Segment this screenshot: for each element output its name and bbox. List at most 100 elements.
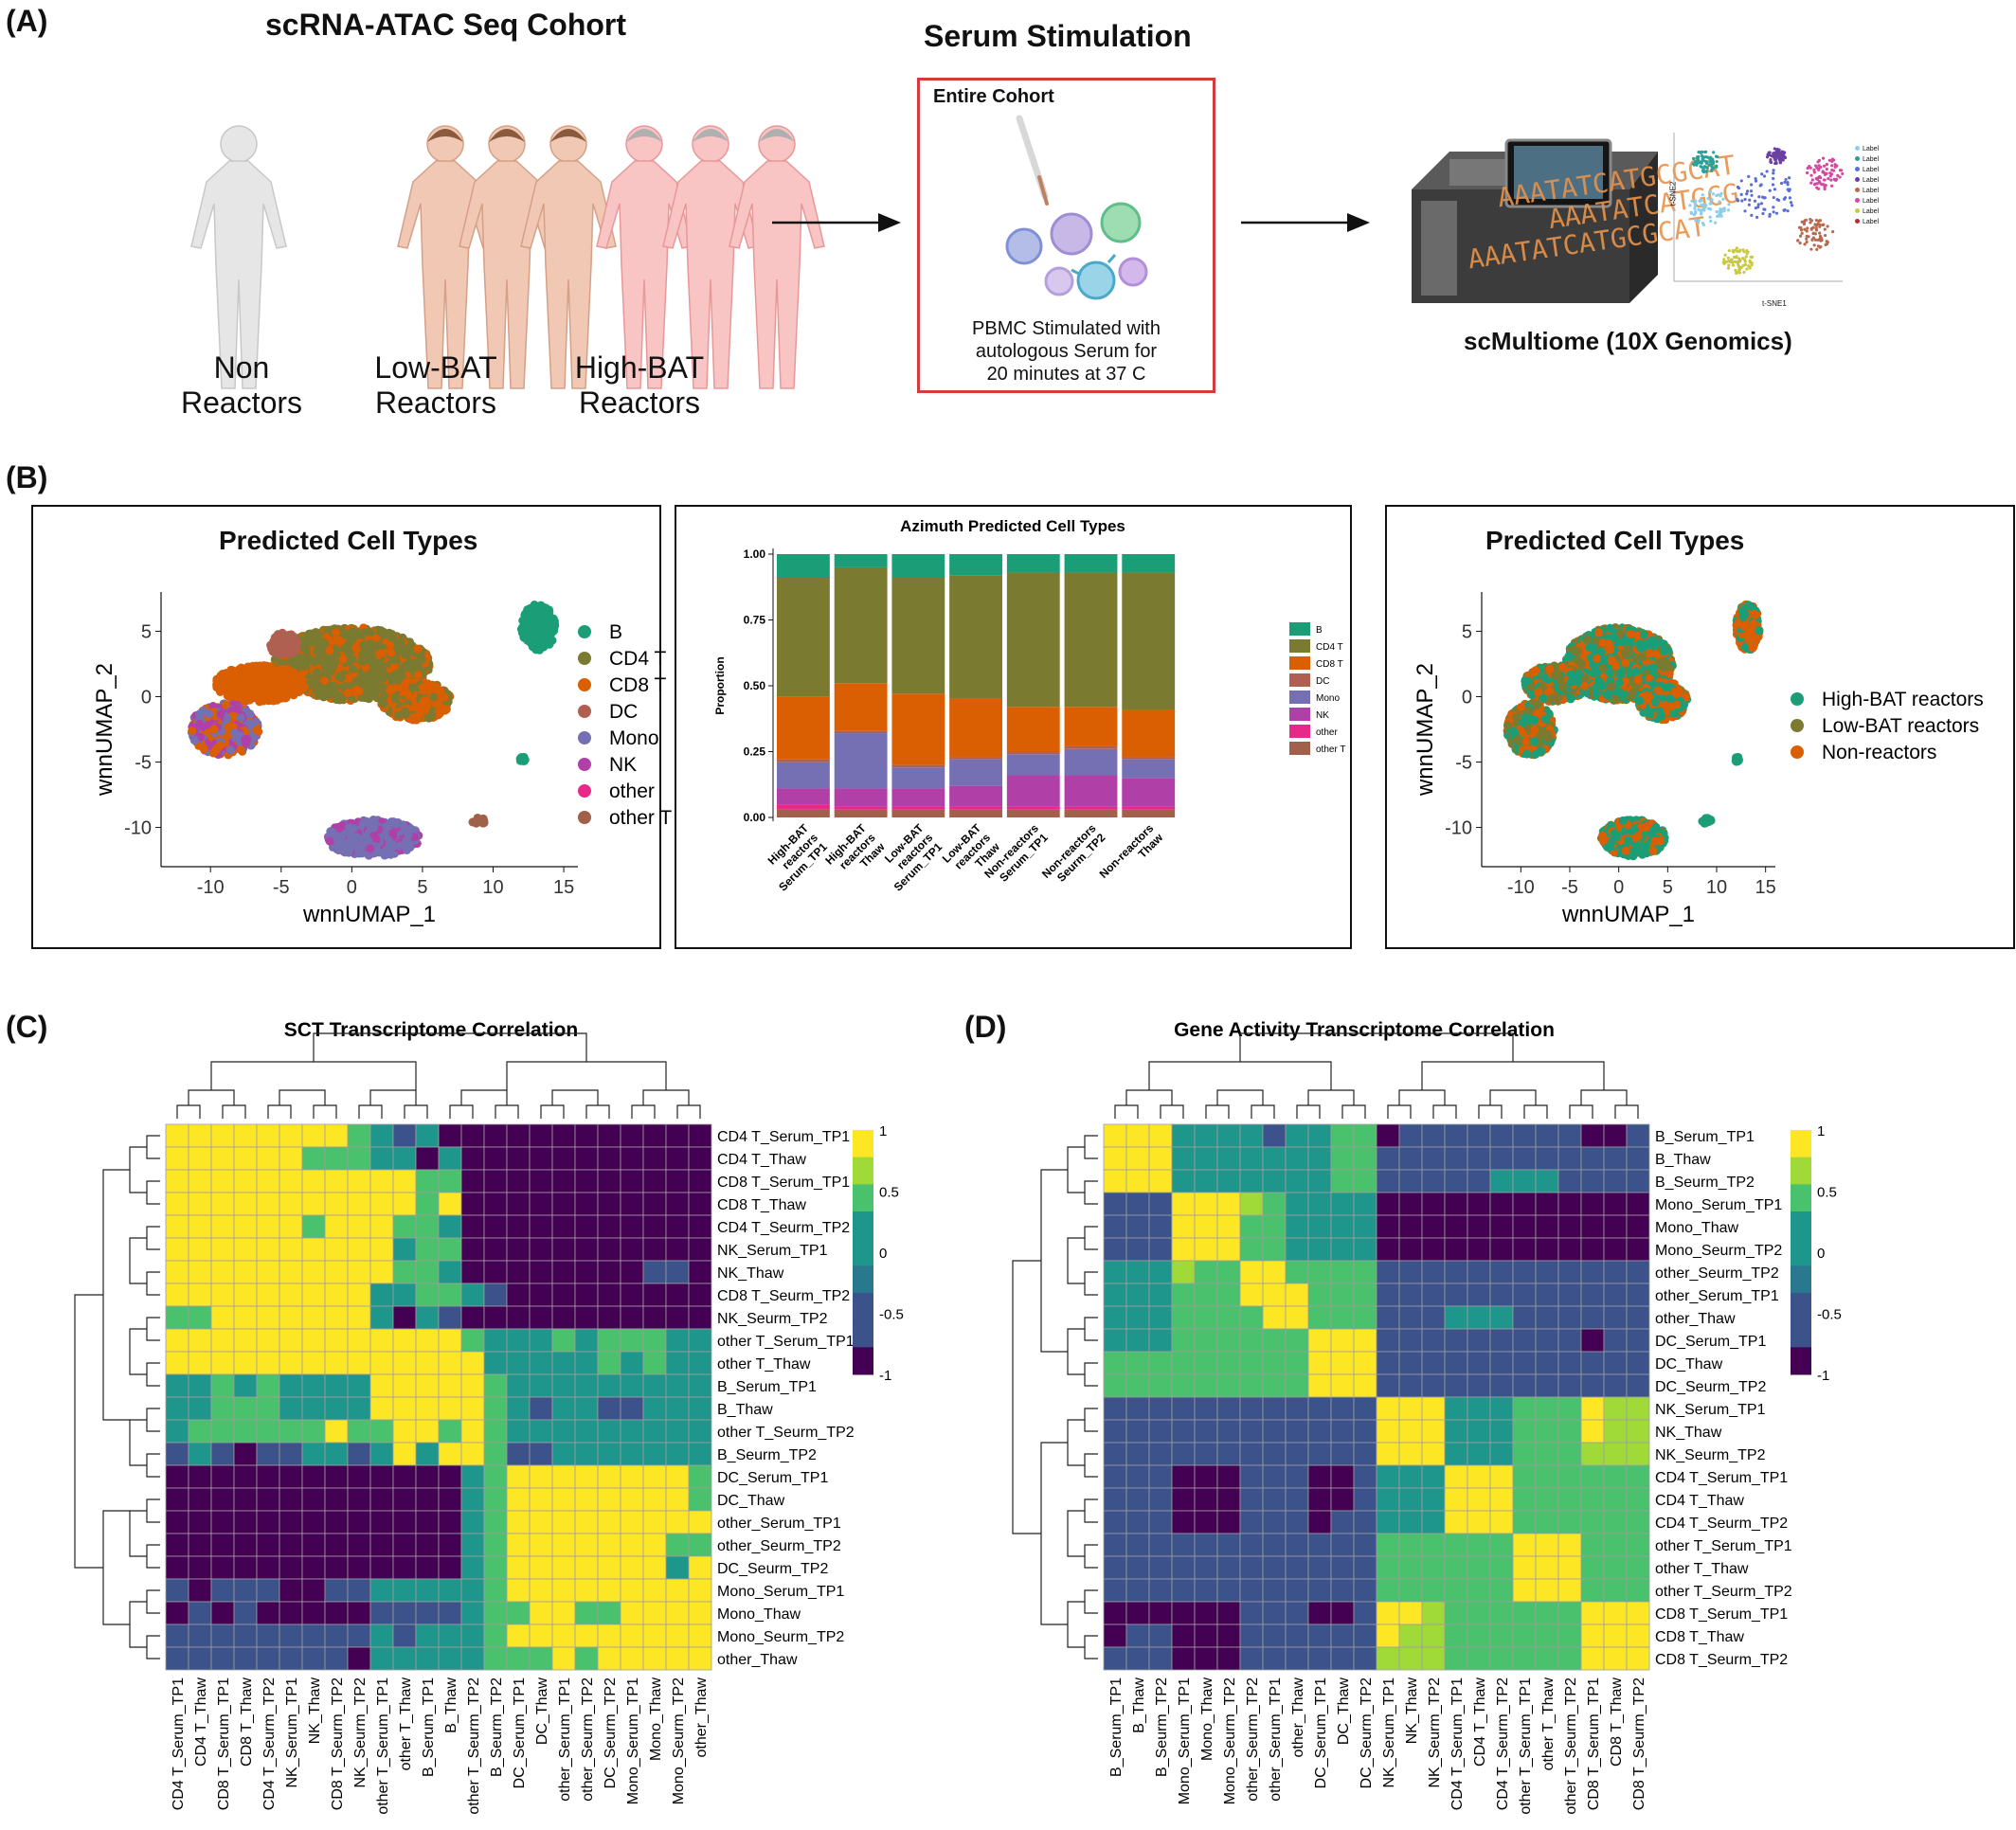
tsne-point xyxy=(1821,156,1826,160)
panel-a-letter: (A) xyxy=(6,4,48,38)
tsne-point xyxy=(1688,204,1692,207)
bar-legend-label: other T xyxy=(1316,745,1346,755)
umap-point xyxy=(408,683,418,692)
tsne-point xyxy=(1726,208,1730,212)
tsne-point xyxy=(1825,168,1828,171)
tsne-point xyxy=(1700,153,1704,158)
tsne-point xyxy=(1833,165,1837,169)
azimuth-bar-chart: Azimuth Predicted Cell TypesProportion0.… xyxy=(713,517,1346,894)
umap-point xyxy=(189,736,199,745)
bar-segment xyxy=(1064,707,1118,746)
tsne-legend-item: Label xyxy=(1855,175,1879,186)
sequencer-illustration xyxy=(1412,138,1658,303)
tsne-point xyxy=(1772,210,1775,214)
multiome-label: scMultiome (10X Genomics) xyxy=(1464,327,1792,355)
person-icon xyxy=(459,125,555,389)
umap-point xyxy=(333,837,343,847)
umap-point xyxy=(403,677,412,687)
tsne-legend-item: Label xyxy=(1855,154,1879,165)
bar-segment xyxy=(1064,554,1118,573)
x-tick-label: 10 xyxy=(482,877,503,898)
tsne-point xyxy=(1711,159,1715,163)
bar-segment xyxy=(949,575,1002,699)
tsne-point xyxy=(1772,176,1775,181)
bar-segment xyxy=(1006,775,1060,807)
tsne-legend-swatch xyxy=(1855,188,1860,192)
person-icon xyxy=(596,125,693,389)
tsne-point xyxy=(1712,166,1716,170)
umap-point xyxy=(536,601,546,610)
bar-legend-label: DC xyxy=(1316,676,1329,687)
tsne-point xyxy=(1813,238,1818,242)
tsne-legend-swatch xyxy=(1855,146,1860,151)
tsne-legend-label: Label xyxy=(1863,198,1880,205)
y-tick-label: 0 xyxy=(1462,687,1472,708)
bar-segment xyxy=(891,788,945,807)
umap-point xyxy=(308,676,317,686)
bar-legend-label: CD4 T xyxy=(1316,642,1343,653)
legend-swatch xyxy=(578,625,591,638)
y-tick-label: 5 xyxy=(1462,621,1472,642)
umap-point xyxy=(413,657,423,667)
bar-category-label: Low-BATreactorsSerum_TP1 xyxy=(873,821,945,894)
umap-point xyxy=(340,644,350,654)
umap-point xyxy=(391,672,401,681)
group-label-non-reactors: Non Reactors xyxy=(171,350,313,421)
tsne-point xyxy=(1756,203,1760,206)
umap-point xyxy=(521,609,531,619)
tsne-point xyxy=(1805,229,1809,233)
tsne-point xyxy=(1768,188,1772,192)
tsne-point xyxy=(1710,198,1714,202)
tsne-mini-plot xyxy=(1673,133,1845,282)
tsne-point xyxy=(1769,160,1773,164)
legend-label: NK xyxy=(609,754,637,776)
umap-point xyxy=(379,699,388,709)
umap-point xyxy=(315,653,324,662)
tsne-point xyxy=(1805,234,1809,238)
tsne-point xyxy=(1783,155,1787,159)
tsne-point xyxy=(1812,243,1816,247)
y-tick-label: 0 xyxy=(141,687,152,708)
umap-point xyxy=(362,818,371,828)
legend-swatch xyxy=(578,731,591,745)
umap-point xyxy=(319,676,329,686)
tsne-point xyxy=(1709,155,1713,159)
tsne-point xyxy=(1734,268,1737,272)
tsne-point xyxy=(1823,233,1827,238)
tsne-point xyxy=(1703,150,1707,154)
umap-point xyxy=(195,719,205,728)
x-tick-label: 0 xyxy=(347,877,357,898)
umap-point xyxy=(338,655,348,664)
tsne-point xyxy=(1736,185,1740,189)
umap-point xyxy=(285,670,295,679)
bar-y-axis-label: Proportion xyxy=(713,656,727,714)
tsne-point xyxy=(1737,271,1742,275)
y-tick-label: -10 xyxy=(1445,818,1472,839)
tsne-point xyxy=(1736,197,1739,202)
tsne-point xyxy=(1727,263,1731,267)
tsne-point xyxy=(1722,258,1726,261)
tsne-point xyxy=(1773,188,1776,191)
tsne-point xyxy=(1742,270,1746,274)
bar-segment xyxy=(1006,707,1060,752)
tsne-point xyxy=(1719,194,1722,198)
tsne-legend-label: Label xyxy=(1863,188,1880,194)
tsne-point xyxy=(1701,150,1704,154)
bar-segment xyxy=(834,566,888,684)
bar-legend-label: NK xyxy=(1316,710,1329,721)
tsne-point xyxy=(1782,208,1786,212)
legend-swatch xyxy=(578,652,591,665)
tsne-point xyxy=(1697,218,1701,223)
umap-point xyxy=(229,687,239,696)
box-text-line: PBMC Stimulated with xyxy=(972,318,1161,339)
bar-segment xyxy=(1006,809,1060,817)
tsne-point xyxy=(1731,248,1735,253)
tsne-point xyxy=(1819,244,1823,249)
bar-segment xyxy=(834,806,888,810)
tsne-point xyxy=(1694,218,1698,223)
tsne-point xyxy=(1754,179,1758,183)
tsne-point xyxy=(1709,219,1713,224)
tsne-point xyxy=(1804,218,1809,222)
umap-point xyxy=(256,688,265,697)
